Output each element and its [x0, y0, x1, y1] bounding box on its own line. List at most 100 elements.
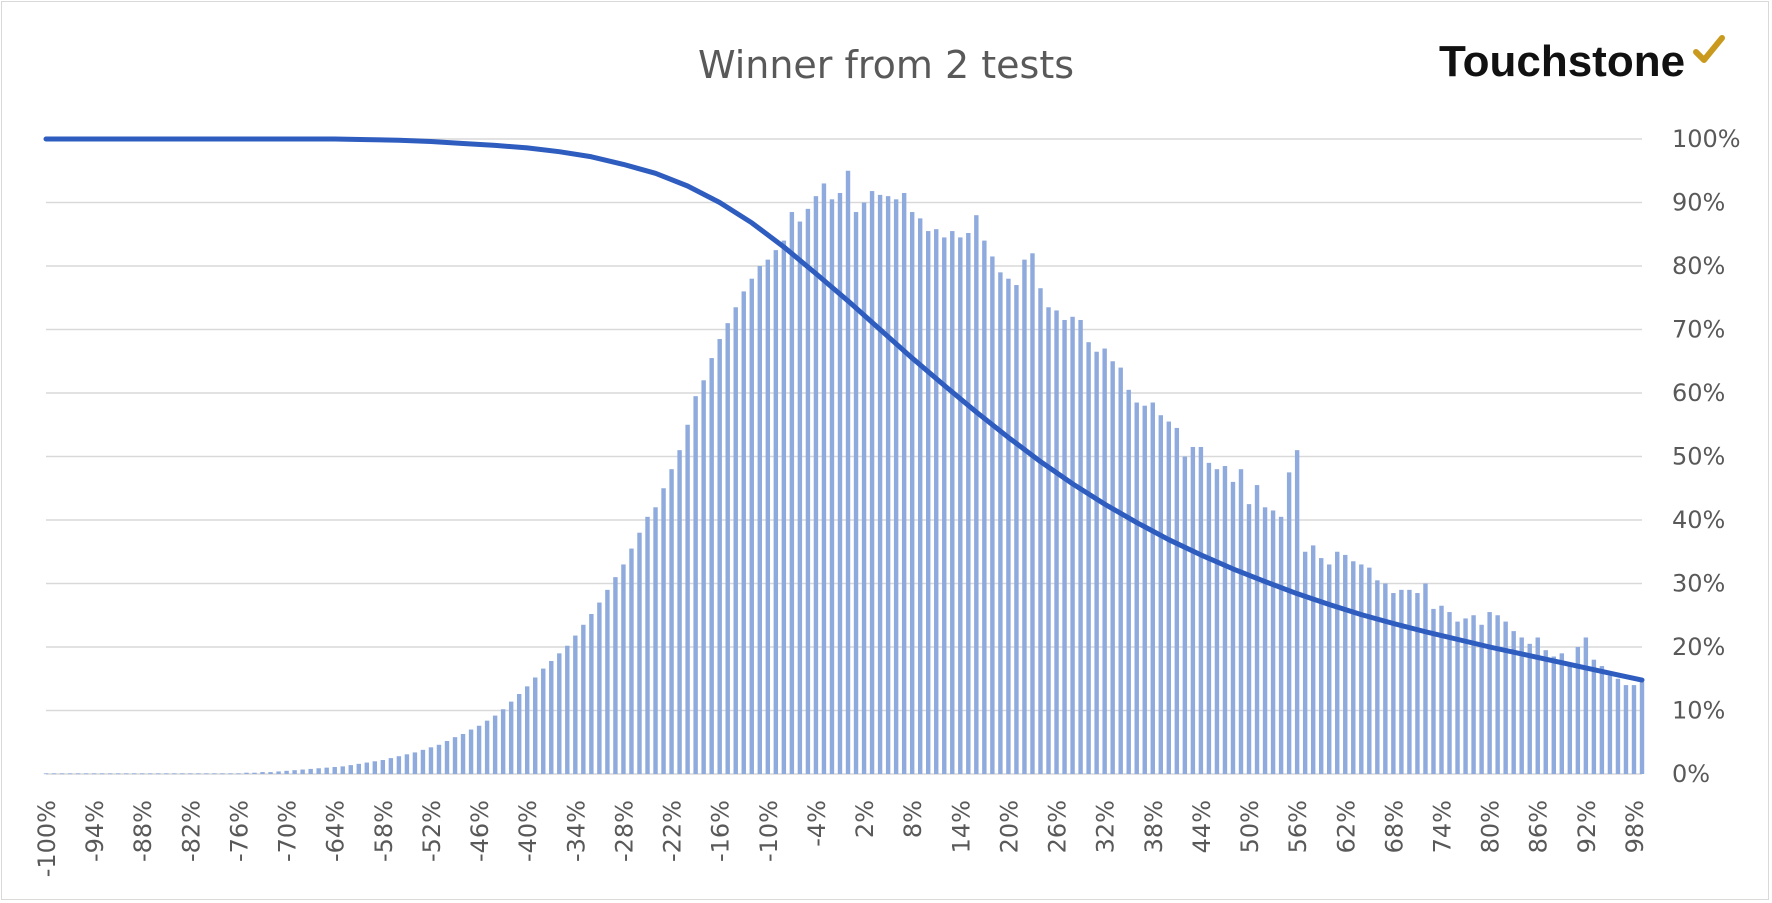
- bar: [43, 773, 49, 775]
- bar: [934, 229, 939, 775]
- bar: [645, 516, 650, 774]
- x-tick-label: -52%: [418, 800, 446, 862]
- bar: [252, 772, 257, 774]
- bar: [308, 768, 313, 774]
- bar: [1519, 637, 1524, 774]
- bar: [396, 756, 402, 774]
- bar: [1190, 446, 1196, 774]
- bar: [1022, 259, 1027, 774]
- bar: [452, 737, 458, 774]
- x-tick-label: 2%: [851, 800, 879, 838]
- y-tick-label: 20%: [1672, 633, 1725, 661]
- x-tick-label: 38%: [1140, 800, 1168, 853]
- y-tick-label: 0%: [1672, 760, 1710, 788]
- bar: [1351, 561, 1356, 774]
- bar: [613, 577, 618, 774]
- bar: [677, 450, 682, 774]
- bar: [765, 259, 771, 774]
- x-tick-label: 44%: [1188, 800, 1216, 853]
- bar: [1182, 456, 1188, 774]
- x-tick-label: 56%: [1284, 800, 1312, 853]
- x-tick-label: -82%: [177, 800, 205, 862]
- bar: [1126, 389, 1131, 774]
- bar: [565, 645, 570, 774]
- bar: [1094, 351, 1099, 774]
- bar: [653, 507, 658, 774]
- bar: [1030, 253, 1035, 775]
- bar: [372, 761, 378, 774]
- x-tick-label: -76%: [225, 800, 253, 862]
- series-line: [43, 136, 1645, 683]
- bar: [1479, 624, 1484, 774]
- bar: [91, 773, 97, 775]
- bar: [212, 773, 217, 775]
- bar: [1102, 348, 1107, 774]
- bar: [1246, 504, 1252, 774]
- bar: [1302, 551, 1308, 774]
- bar: [380, 760, 386, 774]
- bar: [869, 191, 875, 774]
- x-tick-label: 62%: [1332, 800, 1360, 853]
- x-tick-label: 92%: [1573, 800, 1601, 853]
- bar: [829, 199, 835, 774]
- bar: [1222, 466, 1228, 774]
- bar: [541, 668, 546, 774]
- bar: [67, 773, 73, 775]
- bar: [1238, 469, 1244, 774]
- bar: [1551, 656, 1556, 774]
- bar: [420, 749, 426, 774]
- bar: [99, 773, 105, 775]
- bar: [725, 323, 730, 774]
- bar: [1038, 288, 1043, 774]
- bar: [1567, 666, 1573, 774]
- bar: [717, 339, 722, 774]
- bar: [428, 747, 434, 774]
- bar: [958, 237, 963, 775]
- bar: [1495, 615, 1500, 774]
- bar: [1270, 510, 1276, 774]
- bar: [549, 660, 554, 774]
- bar: [990, 256, 995, 775]
- bar: [733, 307, 738, 774]
- bar: [781, 240, 787, 775]
- bar: [1174, 427, 1180, 774]
- bar: [1615, 678, 1621, 774]
- bar: [1511, 631, 1516, 774]
- bar: [557, 653, 562, 774]
- bar: [268, 772, 273, 774]
- x-tick-label: 32%: [1092, 800, 1120, 853]
- y-tick-label: 90%: [1672, 189, 1725, 217]
- bar: [1014, 285, 1019, 774]
- bar: [412, 752, 418, 774]
- bar: [292, 770, 297, 774]
- bar: [597, 602, 602, 774]
- bar: [877, 194, 883, 774]
- bar: [1359, 564, 1364, 774]
- x-tick-label: 68%: [1380, 800, 1408, 853]
- bar: [356, 763, 361, 774]
- bar: [1407, 589, 1412, 774]
- y-tick-label: 100%: [1672, 125, 1741, 153]
- bar: [1463, 618, 1468, 774]
- bar: [1535, 637, 1540, 774]
- bar: [1639, 681, 1645, 774]
- bar: [1206, 462, 1212, 774]
- bar: [942, 237, 947, 775]
- bar: [316, 768, 321, 774]
- bar: [1607, 675, 1613, 774]
- bar: [1118, 367, 1123, 774]
- x-tick-label: 74%: [1428, 800, 1456, 853]
- bar: [773, 250, 779, 774]
- bar: [107, 773, 113, 775]
- bar: [797, 221, 803, 775]
- y-tick-label: 10%: [1672, 697, 1725, 725]
- bar: [998, 272, 1003, 774]
- bar: [1142, 405, 1147, 774]
- bar: [709, 358, 714, 774]
- bar: [845, 170, 851, 774]
- bar: [693, 396, 698, 774]
- x-tick-label: 8%: [899, 800, 927, 838]
- x-tick-label: 50%: [1236, 800, 1264, 853]
- x-tick-label: -64%: [322, 800, 350, 862]
- bar: [284, 770, 289, 774]
